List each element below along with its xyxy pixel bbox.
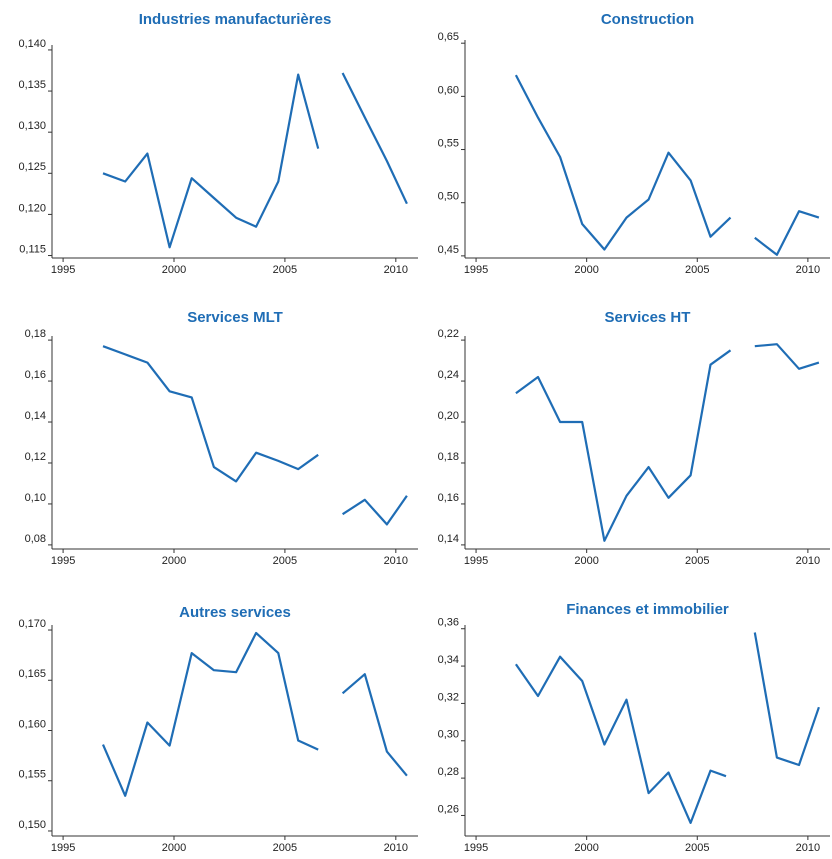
x-tick-label: 2010 bbox=[384, 264, 408, 276]
x-tick-label: 1995 bbox=[51, 555, 75, 567]
data-line bbox=[102, 345, 408, 526]
x-tick-label: 2005 bbox=[273, 842, 297, 854]
x-tick-label: 2000 bbox=[162, 264, 186, 276]
y-tick-label: 0,16 bbox=[25, 369, 46, 381]
data-line bbox=[101, 631, 408, 797]
x-tick-label: 2000 bbox=[162, 555, 186, 567]
y-tick-label: 0,08 bbox=[25, 533, 46, 545]
y-tick-label: 0,18 bbox=[25, 328, 46, 340]
x-tick-label: 1995 bbox=[464, 842, 488, 854]
x-tick-label: 2005 bbox=[685, 264, 709, 276]
data-line bbox=[102, 72, 408, 249]
y-tick-label: 0,32 bbox=[438, 691, 459, 703]
y-tick-label: 0,26 bbox=[438, 803, 459, 815]
y-tick-label: 0,18 bbox=[438, 451, 459, 463]
x-tick-label: 2010 bbox=[796, 555, 820, 567]
x-tick-label: 2000 bbox=[574, 555, 598, 567]
chart-title: Industries manufacturières bbox=[139, 11, 332, 28]
chart-title: Services MLT bbox=[187, 309, 283, 326]
x-tick-label: 1995 bbox=[51, 842, 75, 854]
y-tick-label: 0,115 bbox=[19, 243, 46, 255]
y-tick-label: 0,24 bbox=[438, 369, 459, 381]
y-tick-label: 0,165 bbox=[18, 668, 46, 680]
x-tick-label: 2010 bbox=[384, 555, 408, 567]
x-tick-label: 2010 bbox=[384, 842, 408, 854]
data-line bbox=[515, 343, 820, 542]
x-tick-label: 2010 bbox=[796, 264, 820, 276]
y-tick-label: 0,10 bbox=[25, 492, 46, 504]
y-tick-label: 0,14 bbox=[438, 533, 459, 545]
y-tick-label: 0,36 bbox=[438, 617, 459, 629]
y-tick-label: 0,155 bbox=[18, 769, 46, 781]
y-tick-label: 0,30 bbox=[438, 729, 459, 741]
x-tick-label: 2000 bbox=[574, 264, 598, 276]
data-line bbox=[514, 632, 820, 824]
y-tick-label: 0,120 bbox=[18, 202, 46, 214]
x-tick-label: 2000 bbox=[574, 842, 598, 854]
y-tick-label: 0,170 bbox=[18, 618, 46, 630]
x-tick-label: 2010 bbox=[796, 842, 820, 854]
y-tick-label: 0,16 bbox=[438, 492, 459, 504]
x-tick-label: 2005 bbox=[273, 555, 297, 567]
y-tick-label: 0,65 bbox=[438, 31, 459, 43]
x-tick-label: 2005 bbox=[685, 555, 709, 567]
y-tick-label: 0,135 bbox=[18, 79, 46, 91]
x-tick-label: 2005 bbox=[273, 264, 297, 276]
y-tick-label: 0,34 bbox=[438, 654, 459, 666]
y-tick-label: 0,60 bbox=[438, 84, 459, 96]
y-tick-label: 0,12 bbox=[25, 451, 46, 463]
chart-title: Autres services bbox=[179, 604, 291, 621]
y-tick-label: 0,55 bbox=[438, 137, 459, 149]
y-tick-label: 0,130 bbox=[18, 120, 46, 132]
chart-title: Finances et immobilier bbox=[566, 601, 729, 618]
y-tick-label: 0,160 bbox=[18, 718, 46, 730]
data-line bbox=[514, 74, 820, 256]
x-tick-label: 1995 bbox=[464, 555, 488, 567]
y-tick-label: 0,150 bbox=[18, 819, 46, 831]
x-tick-label: 1995 bbox=[51, 264, 75, 276]
y-tick-label: 0,45 bbox=[438, 244, 459, 256]
chart-title: Construction bbox=[601, 11, 694, 28]
x-tick-label: 1995 bbox=[464, 264, 488, 276]
y-tick-label: 0,50 bbox=[438, 191, 459, 203]
y-tick-label: 0,22 bbox=[438, 328, 459, 340]
y-tick-label: 0,28 bbox=[438, 766, 459, 778]
y-tick-label: 0,125 bbox=[18, 161, 46, 173]
y-tick-label: 0,20 bbox=[438, 410, 459, 422]
x-tick-label: 2000 bbox=[162, 842, 186, 854]
y-tick-label: 0,14 bbox=[25, 410, 46, 422]
chart-title: Services HT bbox=[605, 309, 691, 326]
y-tick-label: 0,140 bbox=[18, 38, 46, 50]
x-tick-label: 2005 bbox=[685, 842, 709, 854]
